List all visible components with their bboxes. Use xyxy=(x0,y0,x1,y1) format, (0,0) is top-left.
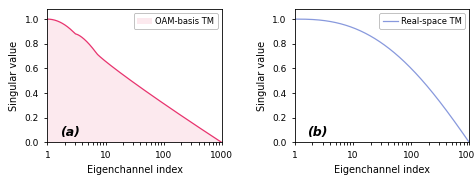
Y-axis label: Singular value: Singular value xyxy=(257,41,267,111)
Legend: Real-space TM: Real-space TM xyxy=(379,14,465,29)
X-axis label: Eigenchannel index: Eigenchannel index xyxy=(334,165,430,175)
Text: (a): (a) xyxy=(60,126,80,139)
Legend: OAM-basis TM: OAM-basis TM xyxy=(134,14,218,29)
Text: (b): (b) xyxy=(307,126,328,139)
X-axis label: Eigenchannel index: Eigenchannel index xyxy=(87,165,182,175)
Y-axis label: Singular value: Singular value xyxy=(9,41,19,111)
